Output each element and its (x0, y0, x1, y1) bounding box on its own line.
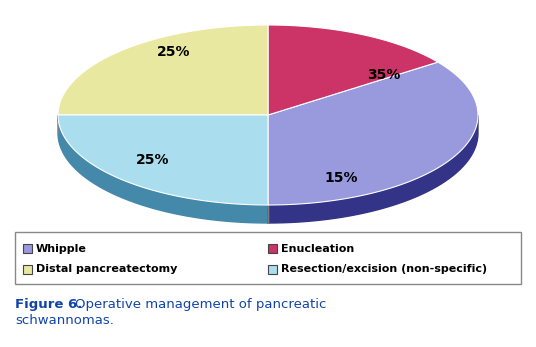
Text: Enucleation: Enucleation (281, 244, 354, 254)
Text: Operative management of pancreatic: Operative management of pancreatic (75, 298, 326, 311)
Text: 15%: 15% (325, 171, 358, 185)
Text: 25%: 25% (157, 45, 190, 59)
FancyBboxPatch shape (268, 265, 277, 274)
Polygon shape (58, 115, 268, 205)
Polygon shape (58, 115, 268, 223)
FancyBboxPatch shape (23, 265, 32, 274)
Text: 35%: 35% (367, 68, 400, 82)
Text: Resection/excision (non-specific): Resection/excision (non-specific) (281, 264, 487, 274)
Polygon shape (268, 116, 478, 223)
Polygon shape (58, 25, 268, 115)
Polygon shape (268, 62, 478, 205)
FancyBboxPatch shape (268, 244, 277, 253)
Text: Figure 6.: Figure 6. (15, 298, 83, 311)
Text: Whipple: Whipple (36, 244, 87, 254)
FancyBboxPatch shape (15, 232, 521, 284)
Text: 25%: 25% (136, 153, 169, 167)
Polygon shape (268, 25, 438, 115)
FancyBboxPatch shape (23, 244, 32, 253)
Text: Distal pancreatectomy: Distal pancreatectomy (36, 264, 177, 274)
Text: schwannomas.: schwannomas. (15, 314, 114, 327)
